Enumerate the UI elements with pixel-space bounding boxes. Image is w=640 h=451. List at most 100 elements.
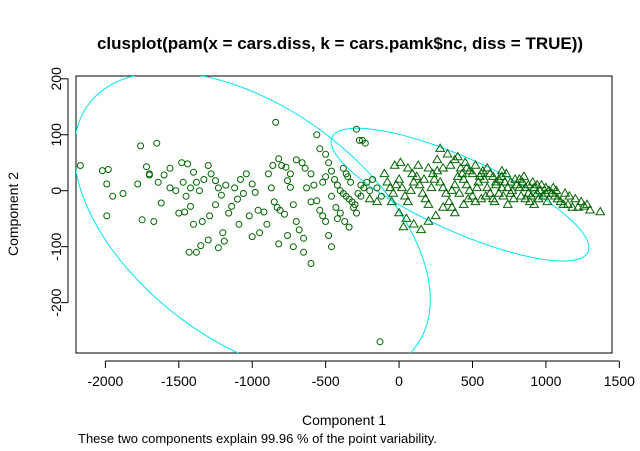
cluster-1-point bbox=[195, 187, 203, 195]
cluster-2-point bbox=[479, 174, 490, 183]
cluster-2-point bbox=[402, 162, 414, 172]
cluster-1-point bbox=[248, 180, 256, 188]
cluster-1-point bbox=[104, 166, 112, 173]
cluster-2-point bbox=[391, 179, 402, 189]
cluster-2-point bbox=[507, 185, 518, 194]
cluster-1-point bbox=[292, 218, 300, 225]
cluster-2-point bbox=[520, 182, 531, 192]
cluster-2-point bbox=[496, 171, 507, 180]
x-axis-label: Component 1 bbox=[302, 412, 386, 428]
cluster-2-point bbox=[379, 168, 390, 178]
cluster-1-point bbox=[301, 164, 309, 172]
cluster-2-point bbox=[490, 176, 502, 186]
cluster-2-point bbox=[437, 182, 449, 192]
cluster-2-point bbox=[432, 154, 443, 164]
cluster-2-point bbox=[573, 202, 584, 211]
cluster-1-point bbox=[322, 173, 330, 181]
cluster-1-point bbox=[214, 244, 222, 252]
cluster-2-point bbox=[413, 160, 424, 169]
cluster-1-point bbox=[331, 176, 338, 183]
cluster-2-ellipse bbox=[330, 127, 590, 262]
cluster-1-point bbox=[316, 145, 324, 153]
cluster-1-point bbox=[282, 163, 290, 171]
cluster-2-point bbox=[440, 188, 452, 197]
cluster-1-point bbox=[187, 184, 194, 192]
cluster-1-point bbox=[350, 204, 357, 211]
cluster-2-point bbox=[529, 199, 540, 208]
cluster-1-point bbox=[292, 156, 300, 164]
cluster-1-point bbox=[336, 209, 344, 217]
cluster-1-point bbox=[239, 190, 247, 197]
cluster-2-point bbox=[386, 196, 397, 206]
cluster-2-point bbox=[584, 204, 596, 214]
cluster-1-point bbox=[276, 206, 284, 214]
cluster-1-point bbox=[134, 180, 142, 188]
cluster-1-point bbox=[204, 236, 212, 244]
cluster-1-point bbox=[157, 199, 165, 207]
cluster-2-point bbox=[467, 190, 478, 200]
cluster-1-point bbox=[103, 180, 111, 188]
cluster-1-point bbox=[376, 338, 384, 346]
cluster-2-point bbox=[458, 174, 469, 183]
cluster-2-point bbox=[570, 193, 581, 203]
cluster-1-point bbox=[333, 215, 341, 223]
cluster-2-point bbox=[499, 176, 510, 186]
cluster-1-point bbox=[289, 201, 297, 209]
cluster-2-point bbox=[411, 171, 422, 180]
cluster-1-point bbox=[269, 162, 277, 169]
cluster-1-point bbox=[190, 168, 197, 176]
cluster-1-point bbox=[172, 187, 180, 195]
cluster-1-point bbox=[307, 170, 315, 178]
cluster-2-point bbox=[446, 202, 458, 211]
cluster-2-point bbox=[490, 179, 502, 189]
cluster-1-point bbox=[355, 136, 363, 144]
cluster-2-point bbox=[393, 207, 405, 217]
cluster-2-point bbox=[578, 200, 590, 210]
cluster-2-point bbox=[559, 188, 571, 197]
cluster-1-point bbox=[298, 159, 306, 167]
cluster-2-point bbox=[427, 168, 438, 178]
cluster-2-point bbox=[452, 171, 463, 180]
cluster-2-point bbox=[430, 210, 441, 220]
cluster-1-point bbox=[251, 188, 259, 196]
cluster-2-point bbox=[498, 190, 509, 200]
cluster-2-point bbox=[429, 174, 440, 183]
cluster-1-point bbox=[181, 208, 189, 216]
y-tick-label: -100 bbox=[48, 232, 64, 260]
x-axis: -2000 -1500 -1000 -500 0 500 1000 1500 bbox=[87, 360, 635, 389]
cluster-1-point bbox=[300, 248, 308, 256]
cluster-2-point bbox=[489, 196, 500, 206]
x-tick-label: -500 bbox=[312, 373, 340, 389]
data-points bbox=[76, 118, 606, 346]
cluster-1-point bbox=[328, 243, 335, 251]
cluster-1-ellipse bbox=[76, 76, 431, 353]
cluster-2-point bbox=[480, 190, 491, 200]
cluster-1-point bbox=[319, 212, 327, 220]
cluster-2-point bbox=[445, 160, 456, 169]
cluster-2-point bbox=[536, 179, 547, 189]
cluster-1-point bbox=[360, 184, 368, 192]
cluster-1-point bbox=[339, 164, 347, 172]
cluster-1-point bbox=[197, 242, 205, 250]
cluster-1-point bbox=[187, 202, 194, 210]
chart-title: clusplot(pam(x = cars.diss, k = cars.pam… bbox=[97, 34, 583, 53]
cluster-1-point bbox=[76, 162, 84, 169]
cluster-1-point bbox=[217, 191, 225, 199]
cluster-2-point bbox=[501, 168, 512, 178]
cluster-1-point bbox=[237, 176, 244, 183]
x-tick-label: 1000 bbox=[530, 373, 561, 389]
cluster-1-point bbox=[145, 171, 153, 179]
cluster-2-point bbox=[517, 176, 528, 186]
cluster-2-point bbox=[449, 154, 460, 164]
cluster-1-point bbox=[322, 150, 330, 158]
plot-frame bbox=[75, 75, 613, 354]
cluster-2-point bbox=[458, 199, 469, 208]
cluster-2-point bbox=[454, 188, 465, 197]
cluster-1-point bbox=[200, 176, 208, 183]
cluster-2-point bbox=[562, 199, 574, 208]
cluster-1-point bbox=[150, 218, 158, 225]
cluster-1-point bbox=[353, 125, 360, 133]
cluster-1-point bbox=[357, 192, 365, 200]
cluster-2-point bbox=[405, 185, 416, 194]
y-tick-label: -200 bbox=[48, 288, 64, 316]
